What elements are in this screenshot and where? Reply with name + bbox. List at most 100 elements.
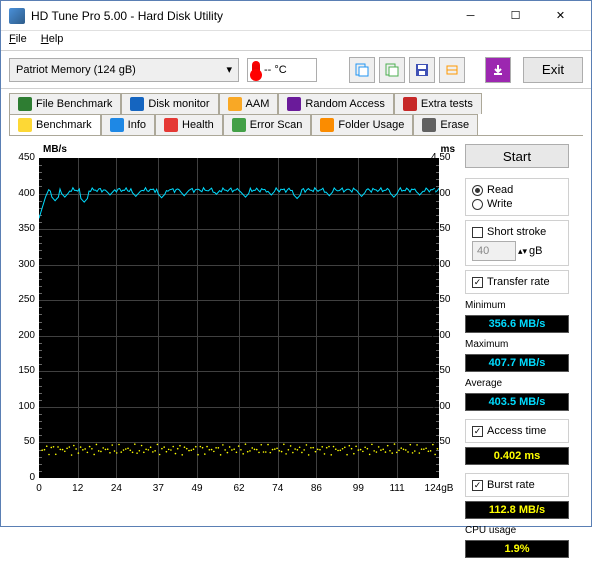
xtick: 99 — [353, 483, 364, 494]
short-stroke-group: Short stroke 40 ▴▾ gB — [465, 220, 569, 266]
menu-help[interactable]: Help — [41, 33, 64, 48]
tab-icon — [18, 97, 32, 111]
xtick: 124gB — [425, 483, 454, 494]
ytick-left: 250 — [9, 294, 35, 305]
transfer-trace — [39, 188, 439, 219]
minimize-button[interactable]: ─ — [448, 1, 493, 30]
xtick: 74 — [272, 483, 283, 494]
tab-erase[interactable]: Erase — [413, 114, 478, 135]
maximize-button[interactable]: ☐ — [493, 1, 538, 30]
tab-file-benchmark[interactable]: File Benchmark — [9, 93, 121, 114]
tab-container: File Benchmark Disk monitor AAM Random Acce… — [1, 89, 591, 136]
access-time-checkbox[interactable]: ✓Access time — [472, 424, 562, 438]
xtick: 111 — [389, 483, 404, 494]
tab-label: Disk monitor — [148, 98, 209, 110]
ytick-left: 50 — [9, 436, 35, 447]
tab-icon — [18, 118, 32, 132]
titlebar: HD Tune Pro 5.00 - Hard Disk Utility ─ ☐… — [1, 1, 591, 31]
temp-value: -- °C — [264, 64, 287, 76]
tab-label: Health — [182, 119, 214, 131]
stroke-value-input[interactable]: 40 — [472, 241, 516, 261]
xtick: 86 — [311, 483, 322, 494]
burst-value: 112.8 MB/s — [465, 501, 569, 519]
tab-label: Extra tests — [421, 98, 473, 110]
tab-random-access[interactable]: Random Access — [278, 93, 393, 114]
tab-benchmark[interactable]: Benchmark — [9, 114, 101, 135]
tab-icon — [232, 118, 246, 132]
tab-label: Info — [128, 119, 146, 131]
min-value: 356.6 MB/s — [465, 315, 569, 333]
xtick: 24 — [111, 483, 122, 494]
y-axis-left-label: MB/s — [43, 144, 67, 155]
benchmark-chart: MB/s ms 0501001502002503003504004500.501… — [9, 144, 457, 504]
xtick: 62 — [233, 483, 244, 494]
app-icon — [9, 8, 25, 24]
start-button[interactable]: Start — [465, 144, 569, 168]
tab-icon — [422, 118, 436, 132]
copy-info-button[interactable] — [349, 57, 375, 83]
min-label: Minimum — [465, 300, 569, 311]
menu-file[interactable]: File — [9, 33, 27, 48]
tab-health[interactable]: Health — [155, 114, 223, 135]
transfer-rate-group: ✓Transfer rate — [465, 270, 569, 294]
tab-error-scan[interactable]: Error Scan — [223, 114, 312, 135]
save-screenshot-button[interactable] — [485, 57, 511, 83]
xtick: 0 — [36, 483, 42, 494]
tab-icon — [164, 118, 178, 132]
tab-extra-tests[interactable]: Extra tests — [394, 93, 482, 114]
tab-label: Erase — [440, 119, 469, 131]
ytick-left: 450 — [9, 152, 35, 163]
radio-read[interactable]: Read — [472, 183, 562, 197]
ytick-left: 150 — [9, 365, 35, 376]
tab-info[interactable]: Info — [101, 114, 155, 135]
thermometer-icon — [252, 61, 260, 79]
ytick-left: 350 — [9, 223, 35, 234]
exit-button[interactable]: Exit — [523, 57, 583, 83]
access-value: 0.402 ms — [465, 447, 569, 465]
radio-write[interactable]: Write — [472, 197, 562, 211]
short-stroke-checkbox[interactable]: Short stroke — [472, 225, 562, 239]
save-button[interactable] — [409, 57, 435, 83]
drive-select[interactable]: Patriot Memory (124 gB) ▾ — [9, 58, 239, 82]
mode-radio-group: Read Write — [465, 178, 569, 216]
ytick-right: 4.50 — [431, 152, 457, 163]
tab-folder-usage[interactable]: Folder Usage — [311, 114, 413, 135]
avg-value: 403.5 MB/s — [465, 393, 569, 411]
ytick-right: 0.50 — [431, 436, 457, 447]
tab-icon — [403, 97, 417, 111]
ytick-right: 1.00 — [431, 401, 457, 412]
max-label: Maximum — [465, 339, 569, 350]
window-title: HD Tune Pro 5.00 - Hard Disk Utility — [31, 9, 448, 23]
tab-icon — [110, 118, 124, 132]
copy-screenshot-button[interactable] — [379, 57, 405, 83]
tab-label: File Benchmark — [36, 98, 112, 110]
tab-label: AAM — [246, 98, 270, 110]
tab-aam[interactable]: AAM — [219, 93, 279, 114]
ytick-left: 300 — [9, 259, 35, 270]
ytick-left: 400 — [9, 188, 35, 199]
close-button[interactable]: ✕ — [538, 1, 583, 30]
temperature-display: -- °C — [247, 58, 317, 82]
transfer-rate-checkbox[interactable]: ✓Transfer rate — [472, 275, 562, 289]
ytick-right: 4.00 — [431, 188, 457, 199]
xtick: 12 — [72, 483, 83, 494]
tab-icon — [320, 118, 334, 132]
chart-svg — [39, 158, 439, 478]
ytick-right: 1.50 — [431, 365, 457, 376]
chevron-down-icon: ▾ — [226, 63, 232, 76]
ytick-right: 2.00 — [431, 330, 457, 341]
tab-label: Error Scan — [250, 119, 303, 131]
menubar: File Help — [1, 31, 591, 51]
ytick-left: 200 — [9, 330, 35, 341]
ytick-right: 3.50 — [431, 223, 457, 234]
options-button[interactable] — [439, 57, 465, 83]
xtick: 37 — [153, 483, 164, 494]
burst-rate-checkbox[interactable]: ✓Burst rate — [472, 478, 562, 492]
tab-disk-monitor[interactable]: Disk monitor — [121, 93, 218, 114]
tab-icon — [130, 97, 144, 111]
ytick-left: 0 — [9, 472, 35, 483]
ytick-right: 3.00 — [431, 259, 457, 270]
drive-label: Patriot Memory (124 gB) — [16, 64, 136, 76]
xtick: 49 — [192, 483, 203, 494]
ytick-right: 2.50 — [431, 294, 457, 305]
